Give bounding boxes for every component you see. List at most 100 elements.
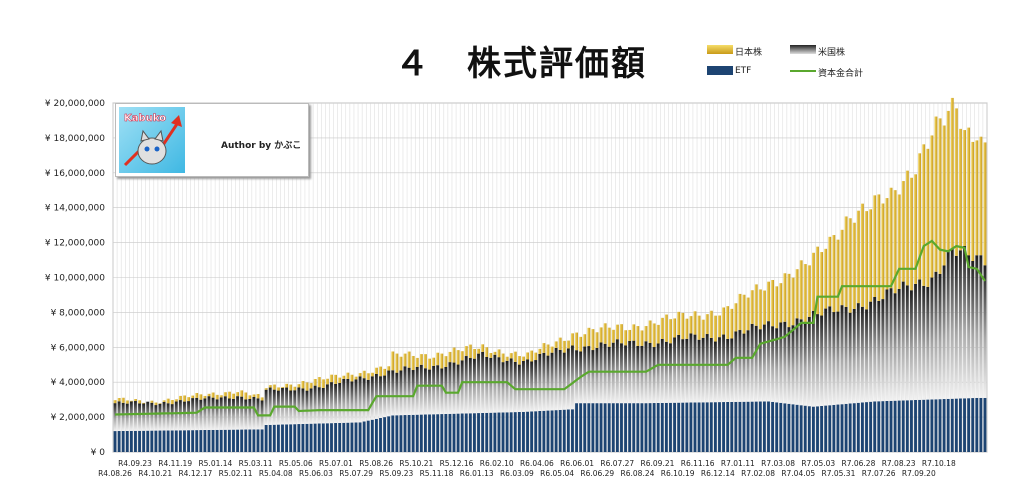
bar-etf xyxy=(117,431,121,452)
bar-etf xyxy=(366,420,370,452)
bar-us xyxy=(828,306,832,406)
bar-japan xyxy=(758,289,762,330)
bar-japan xyxy=(395,353,399,373)
bar-us xyxy=(125,403,129,431)
bar-japan xyxy=(734,303,738,332)
bar-japan xyxy=(501,353,505,363)
bar-us xyxy=(967,255,971,399)
bar-japan xyxy=(236,392,239,397)
bar-japan xyxy=(713,315,717,342)
bar-us xyxy=(473,358,476,414)
x-tick-label: R4.08.26 xyxy=(98,469,132,478)
bar-etf xyxy=(256,429,260,452)
bar-etf xyxy=(611,403,615,452)
bar-us xyxy=(395,372,399,416)
bar-japan xyxy=(174,399,178,402)
bar-etf xyxy=(403,415,407,452)
bar-japan xyxy=(203,395,207,399)
bar-etf xyxy=(983,397,987,452)
bar-etf xyxy=(522,411,525,452)
bar-us xyxy=(877,300,881,402)
bar-japan xyxy=(138,400,141,404)
bar-etf xyxy=(509,412,513,452)
bar-us xyxy=(742,333,746,402)
bar-us xyxy=(268,387,272,425)
bar-etf xyxy=(285,424,289,452)
bar-japan xyxy=(244,392,248,400)
x-tick-label: R4.09.23 xyxy=(118,459,152,468)
bar-us xyxy=(889,288,893,401)
bar-us xyxy=(762,324,766,402)
bar-etf xyxy=(195,430,199,452)
bar-us xyxy=(419,364,423,415)
bar-japan xyxy=(383,368,387,376)
bar-us xyxy=(211,397,215,430)
x-tick-label: R6.11.16 xyxy=(681,459,715,468)
bar-japan xyxy=(754,284,758,326)
x-tick-label: R6.01.13 xyxy=(460,469,494,478)
bar-japan xyxy=(321,379,325,388)
bar-etf xyxy=(546,410,550,452)
bar-us xyxy=(321,387,325,424)
bar-japan xyxy=(652,323,656,348)
bar-japan xyxy=(289,384,293,391)
bar-etf xyxy=(897,400,901,452)
bar-japan xyxy=(428,358,431,370)
bar-japan xyxy=(607,327,611,347)
bar-japan xyxy=(370,372,374,377)
bar-us xyxy=(497,357,501,413)
bar-etf xyxy=(754,401,758,452)
bar-etf xyxy=(967,398,971,452)
y-tick-label: ¥ 4,000,000 xyxy=(51,378,106,388)
bar-etf xyxy=(795,404,799,452)
bar-japan xyxy=(350,374,354,382)
bar-etf xyxy=(758,401,762,452)
bar-etf xyxy=(910,400,913,452)
bar-us xyxy=(816,314,819,407)
bar-etf xyxy=(358,422,362,452)
bar-us xyxy=(983,265,987,398)
legend-swatch-capital xyxy=(790,70,816,72)
bar-etf xyxy=(264,424,268,452)
bar-us xyxy=(914,283,917,400)
bar-japan xyxy=(926,148,930,287)
bar-japan xyxy=(799,260,803,320)
bar-japan xyxy=(824,248,828,309)
bar-us xyxy=(248,398,252,430)
bar-japan xyxy=(411,355,415,371)
bar-us xyxy=(685,338,689,403)
bar-us xyxy=(844,306,848,404)
bar-us xyxy=(542,352,546,411)
bar-japan xyxy=(497,349,501,358)
bar-japan xyxy=(158,403,162,404)
bar-japan xyxy=(599,327,603,343)
bar-japan xyxy=(983,142,987,266)
bar-etf xyxy=(236,429,239,452)
bar-etf xyxy=(566,409,570,452)
bar-etf xyxy=(840,404,844,452)
bar-us xyxy=(162,401,166,431)
bar-us xyxy=(852,308,856,404)
bar-us xyxy=(607,346,611,404)
bar-us xyxy=(571,345,574,410)
bar-us xyxy=(187,401,190,431)
kabuko-logo-image: Kabuko xyxy=(119,107,185,173)
bar-japan xyxy=(942,125,946,266)
bar-japan xyxy=(656,324,660,344)
bar-japan xyxy=(403,353,407,367)
x-tick-label: R4.10.21 xyxy=(138,469,172,478)
bar-japan xyxy=(881,203,885,300)
legend-label-capital: 資本金合計 xyxy=(818,69,864,79)
bar-us xyxy=(971,260,975,399)
bar-us xyxy=(199,399,203,431)
x-tick-label: R6.03.09 xyxy=(500,469,534,478)
legend-swatch-japan xyxy=(707,45,733,54)
bar-etf xyxy=(215,429,219,452)
x-tick-label: R6.02.10 xyxy=(480,459,514,468)
bar-japan xyxy=(297,384,301,388)
bar-etf xyxy=(628,403,632,452)
bar-japan xyxy=(436,352,440,366)
x-tick-label: R6.07.27 xyxy=(600,459,634,468)
bar-japan xyxy=(268,385,272,388)
bar-etf xyxy=(571,409,574,452)
